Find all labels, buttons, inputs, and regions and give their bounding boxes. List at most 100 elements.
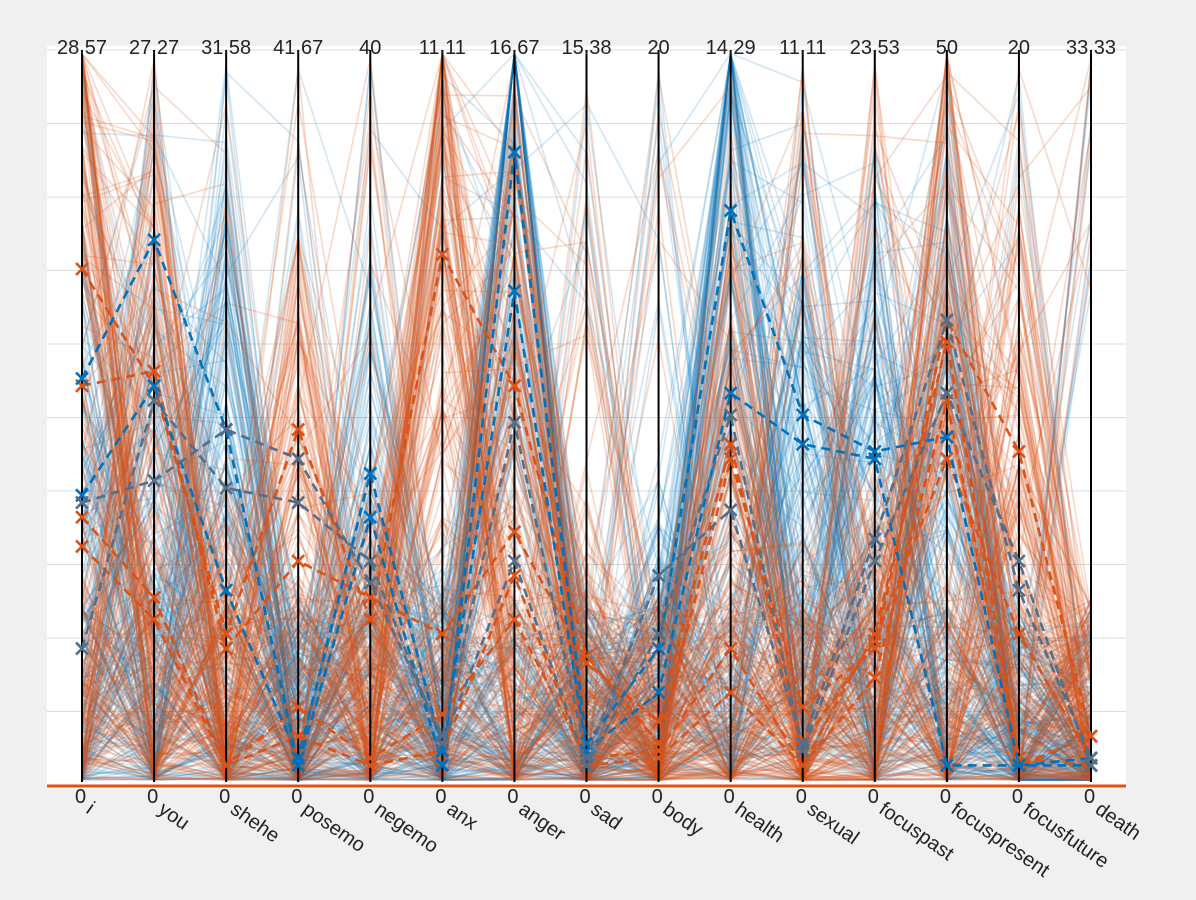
trace-marker — [723, 437, 738, 452]
axis-name-label-anger: anger — [515, 798, 570, 846]
axis-max-label-anger: 16.67 — [489, 37, 539, 59]
trace-marker — [507, 283, 522, 298]
axis-name-label-sad: sad — [587, 798, 626, 835]
trace-marker — [579, 758, 594, 773]
trace-marker — [363, 466, 378, 481]
trace-marker — [723, 685, 738, 700]
trace-marker — [1084, 729, 1098, 744]
axis-min-label-posemo: 0 — [291, 786, 302, 808]
trace-marker — [939, 451, 954, 466]
trace-marker — [651, 685, 666, 700]
axis-min-label-body: 0 — [652, 786, 663, 808]
trace-marker — [795, 743, 810, 758]
trace-marker — [507, 612, 522, 627]
trace-marker — [867, 451, 882, 466]
trace-marker — [1012, 583, 1026, 598]
trace-marker — [795, 758, 810, 773]
trace-marker — [435, 758, 450, 773]
trace-marker — [147, 590, 161, 605]
trace-marker — [363, 612, 378, 627]
axis-max-label-you: 27.27 — [129, 37, 179, 59]
axis-min-label-focuspast: 0 — [868, 786, 879, 808]
trace-marker — [1012, 444, 1026, 459]
axis-min-label-sexual: 0 — [796, 786, 807, 808]
trace-marker — [291, 554, 306, 568]
trace-marker — [507, 554, 522, 568]
trace-marker — [723, 386, 738, 401]
highlighted-trace — [81, 369, 1093, 759]
trace-marker — [147, 378, 161, 393]
trace-marker — [507, 378, 522, 393]
trace-marker — [147, 473, 161, 488]
trace-marker — [723, 408, 738, 422]
trace-marker — [75, 510, 89, 525]
axis-min-label-negemo: 0 — [363, 786, 374, 808]
axis-max-label-body: 20 — [647, 37, 669, 59]
trace-marker — [75, 495, 89, 510]
trace-marker — [219, 641, 234, 656]
axis-min-label-health: 0 — [724, 786, 735, 808]
axis-min-label-death: 0 — [1084, 786, 1095, 808]
trace-marker — [1012, 627, 1026, 641]
trace-marker — [75, 641, 89, 656]
trace-marker — [291, 751, 306, 766]
axis-lines — [81, 50, 1092, 782]
highlighted-trace — [80, 250, 1093, 747]
trace-marker — [75, 262, 89, 276]
trace-marker — [651, 714, 666, 729]
axis-min-label-sad: 0 — [580, 786, 591, 808]
trace-marker — [939, 758, 954, 773]
highlighted-traces — [75, 145, 1098, 773]
trace-marker — [723, 641, 738, 656]
axis-max-label-focuspresent: 50 — [936, 37, 958, 59]
axis-max-label-sad: 15.38 — [561, 37, 611, 59]
axis-max-label-focusfuture: 20 — [1008, 37, 1030, 59]
trace-marker — [219, 481, 234, 495]
trace-marker — [867, 627, 882, 641]
axis-max-label-death: 33.33 — [1066, 37, 1116, 59]
trace-marker — [147, 612, 161, 627]
axis-name-label-shehe: shehe — [226, 798, 283, 847]
trace-marker — [795, 437, 810, 452]
axis-min-label-anx: 0 — [435, 786, 446, 808]
trace-marker — [219, 422, 234, 437]
trace-marker — [939, 313, 954, 328]
trace-marker — [795, 700, 810, 714]
trace-marker — [363, 510, 378, 525]
trace-marker — [651, 568, 666, 583]
axis-max-label-focuspast: 23.53 — [850, 37, 900, 59]
trace-marker — [867, 554, 882, 568]
trace-marker — [291, 495, 306, 510]
trace-marker — [507, 415, 522, 430]
trace-marker — [1012, 758, 1026, 773]
trace-marker — [435, 736, 450, 751]
axis-name-label-posemo: posemo — [298, 798, 369, 857]
trace-marker — [291, 451, 306, 466]
trace-marker — [867, 670, 882, 685]
trace-marker — [435, 627, 450, 641]
trace-marker — [723, 203, 738, 218]
axis-min-label-focuspresent: 0 — [940, 786, 951, 808]
axis-max-label-anx: 11.11 — [419, 37, 466, 59]
axis-min-label-you: 0 — [147, 786, 158, 808]
trace-marker — [147, 393, 161, 408]
trace-marker — [435, 247, 450, 262]
trace-marker — [795, 408, 810, 422]
trace-marker — [147, 232, 161, 247]
trace-marker — [507, 145, 522, 160]
axis-name-label-you: you — [154, 798, 193, 835]
trace-marker — [723, 502, 738, 517]
trace-marker — [651, 751, 666, 766]
trace-marker — [291, 700, 306, 714]
trace-marker — [939, 429, 954, 444]
axis-max-label-sexual: 11.11 — [779, 37, 826, 59]
axis-max-label-shehe: 31.58 — [201, 37, 251, 59]
trace-marker — [75, 539, 89, 554]
trace-marker — [75, 371, 89, 386]
trace-marker — [939, 386, 954, 401]
axis-min-label-i: 0 — [75, 786, 86, 808]
trace-marker — [507, 524, 522, 539]
axis-name-label-body: body — [659, 798, 707, 841]
axis-min-label-shehe: 0 — [219, 786, 230, 808]
